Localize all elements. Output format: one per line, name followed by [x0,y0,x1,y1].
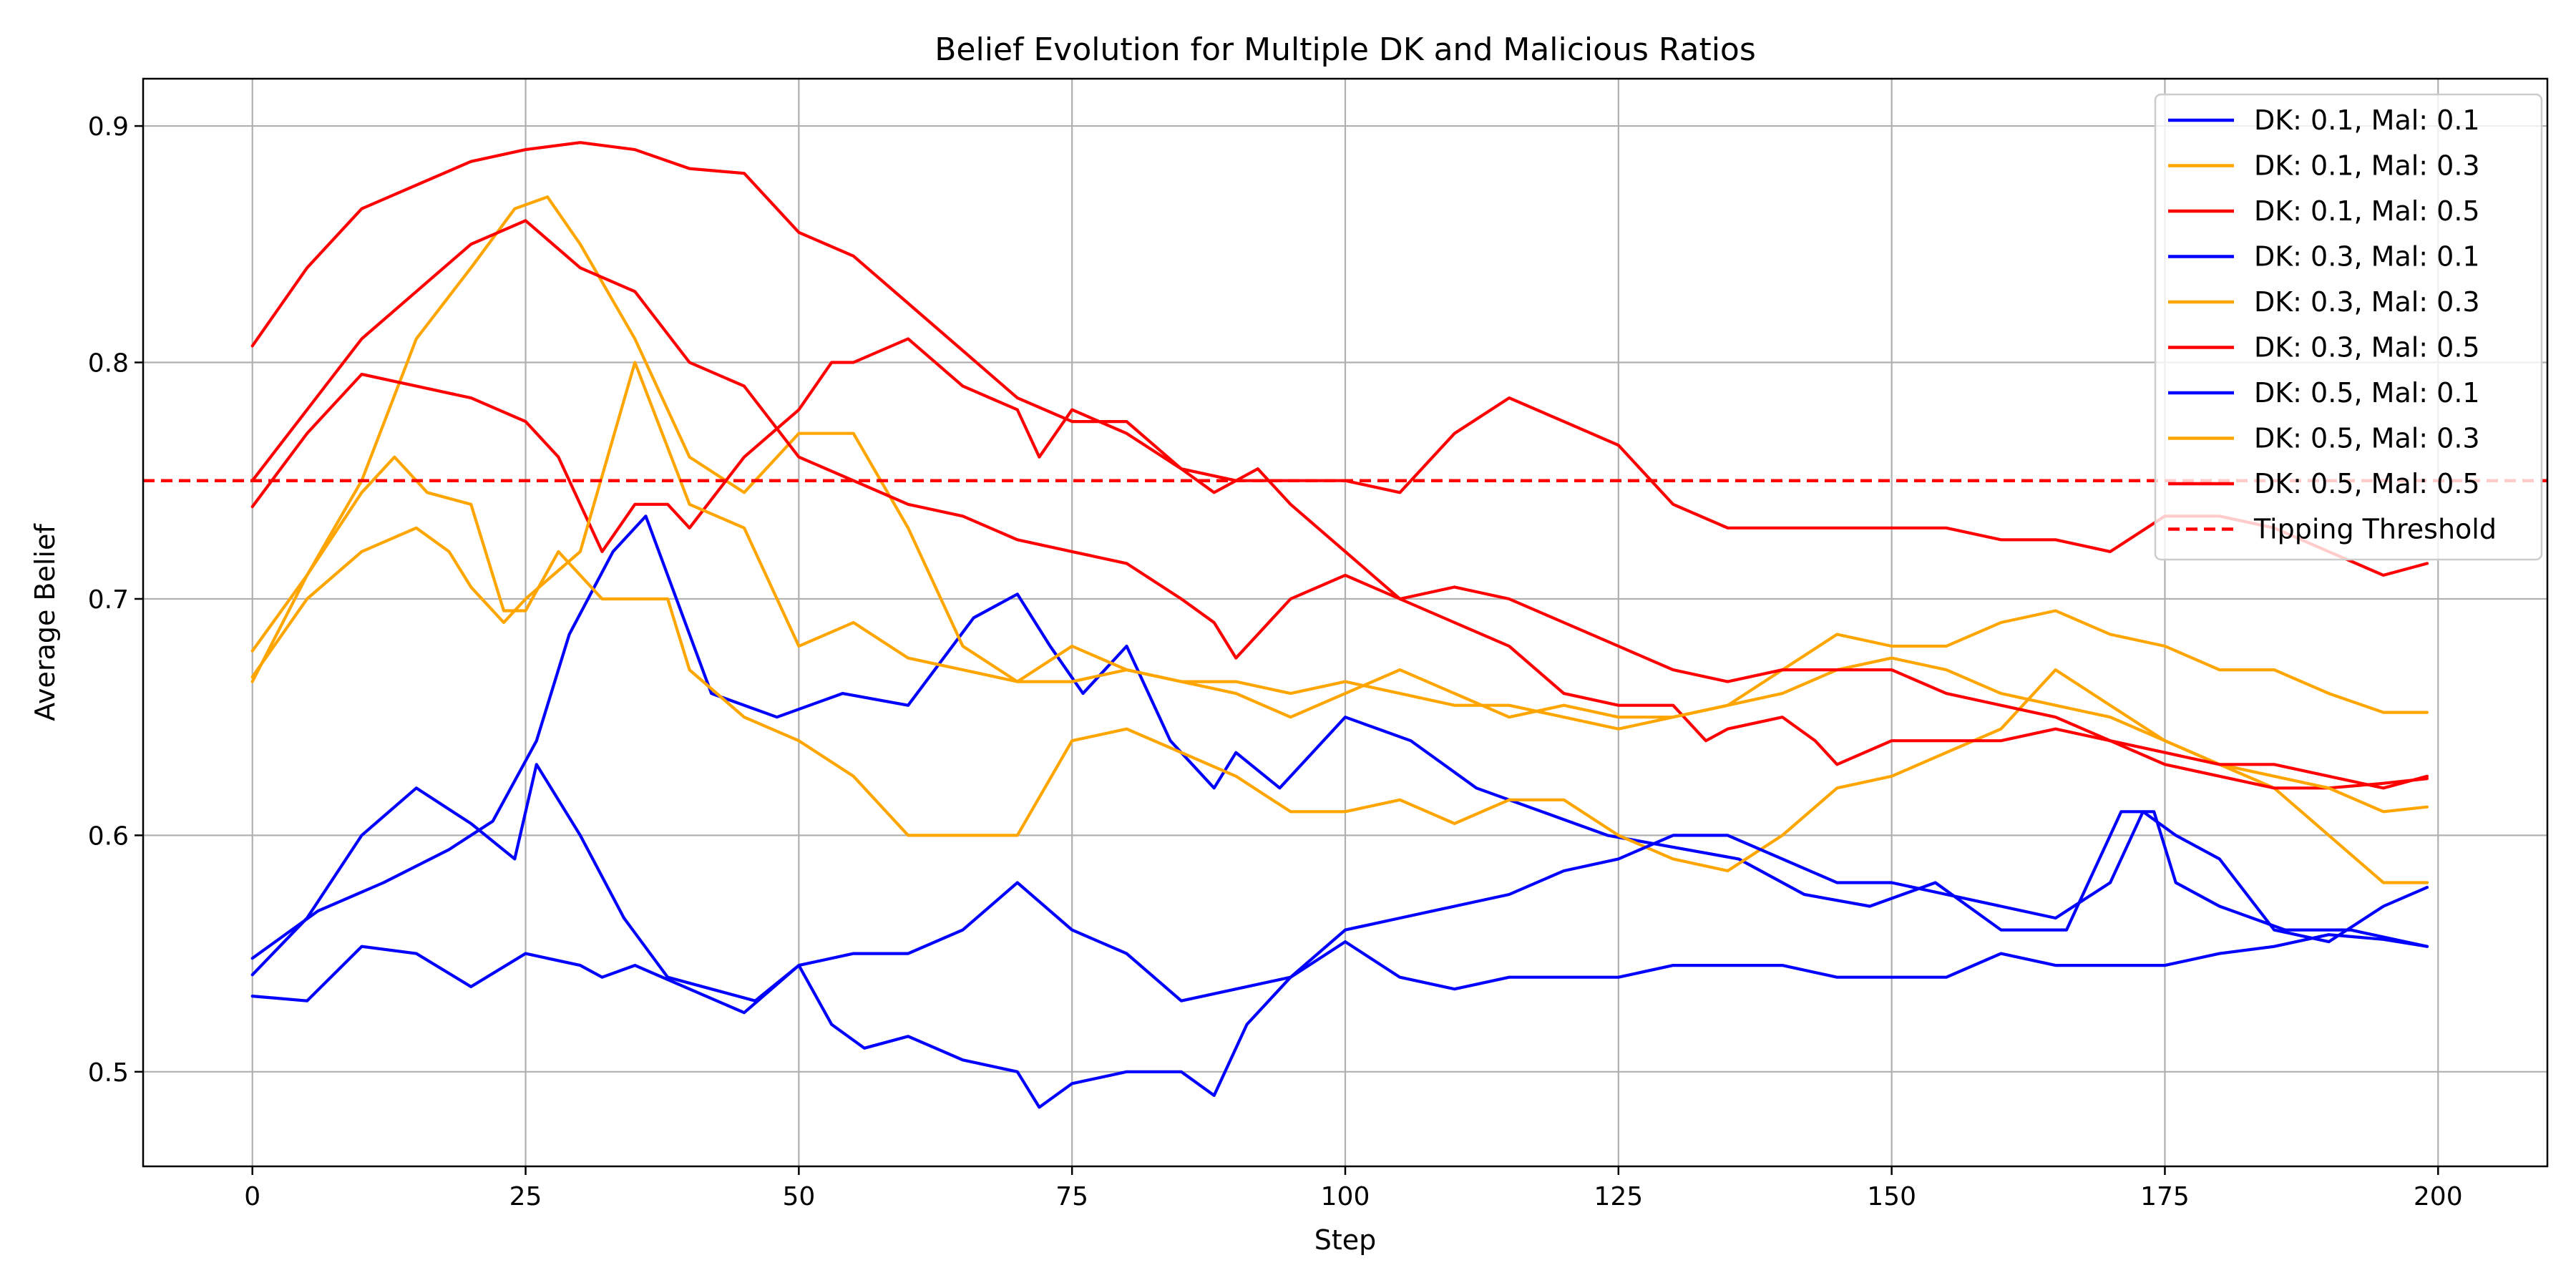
x-axis-label: Step [1314,1224,1377,1256]
x-tick-label: 200 [2414,1182,2463,1211]
legend-label-6: DK: 0.3, Mal: 0.5 [2254,332,2480,364]
series-layer [250,141,2429,1109]
series-line-9 [250,219,2429,790]
series-line-7 [250,763,2429,1002]
x-tick-label: 100 [1321,1182,1370,1211]
y-tick-label: 0.7 [88,585,129,615]
legend-label-10: Tipping Threshold [2253,514,2497,545]
y-tick-label: 0.8 [88,349,129,379]
series-line-6 [250,337,2429,790]
legend-label-8: DK: 0.5, Mal: 0.3 [2254,423,2480,454]
legend-label-1: DK: 0.1, Mal: 0.1 [2254,104,2480,136]
x-tick-label: 175 [2140,1182,2190,1211]
x-tick-label: 150 [1867,1182,1916,1211]
legend-label-3: DK: 0.1, Mal: 0.5 [2254,195,2480,227]
series-line-8 [250,361,2429,814]
x-tick-label: 50 [782,1182,815,1211]
x-axis-ticks: 0 25 50 75 100 125 150 175 200 [244,1166,2463,1211]
legend-label-4: DK: 0.3, Mal: 0.1 [2254,241,2480,273]
series-line-4 [250,933,2429,1109]
series-line-1 [250,514,2429,960]
legend: DK: 0.1, Mal: 0.1 DK: 0.1, Mal: 0.3 DK: 0.… [2154,93,2543,561]
y-tick-label: 0.5 [88,1058,129,1088]
legend-label-2: DK: 0.1, Mal: 0.3 [2254,150,2480,182]
y-tick-label: 0.9 [88,112,129,142]
y-axis-ticks: 0.5 0.6 0.7 0.8 0.9 [88,112,143,1088]
x-tick-label: 75 [1055,1182,1088,1211]
x-tick-label: 25 [509,1182,542,1211]
legend-label-7: DK: 0.5, Mal: 0.1 [2254,377,2480,409]
chart-title: Belief Evolution for Multiple DK and Mal… [935,31,1756,68]
legend-box [2154,93,2543,561]
legend-label-9: DK: 0.5, Mal: 0.5 [2254,468,2480,499]
x-tick-label: 125 [1594,1182,1643,1211]
series-line-2 [250,195,2429,719]
y-axis-label: Average Belief [29,523,61,721]
y-tick-label: 0.6 [88,821,129,851]
x-tick-label: 0 [244,1182,260,1211]
legend-label-5: DK: 0.3, Mal: 0.3 [2254,286,2480,318]
